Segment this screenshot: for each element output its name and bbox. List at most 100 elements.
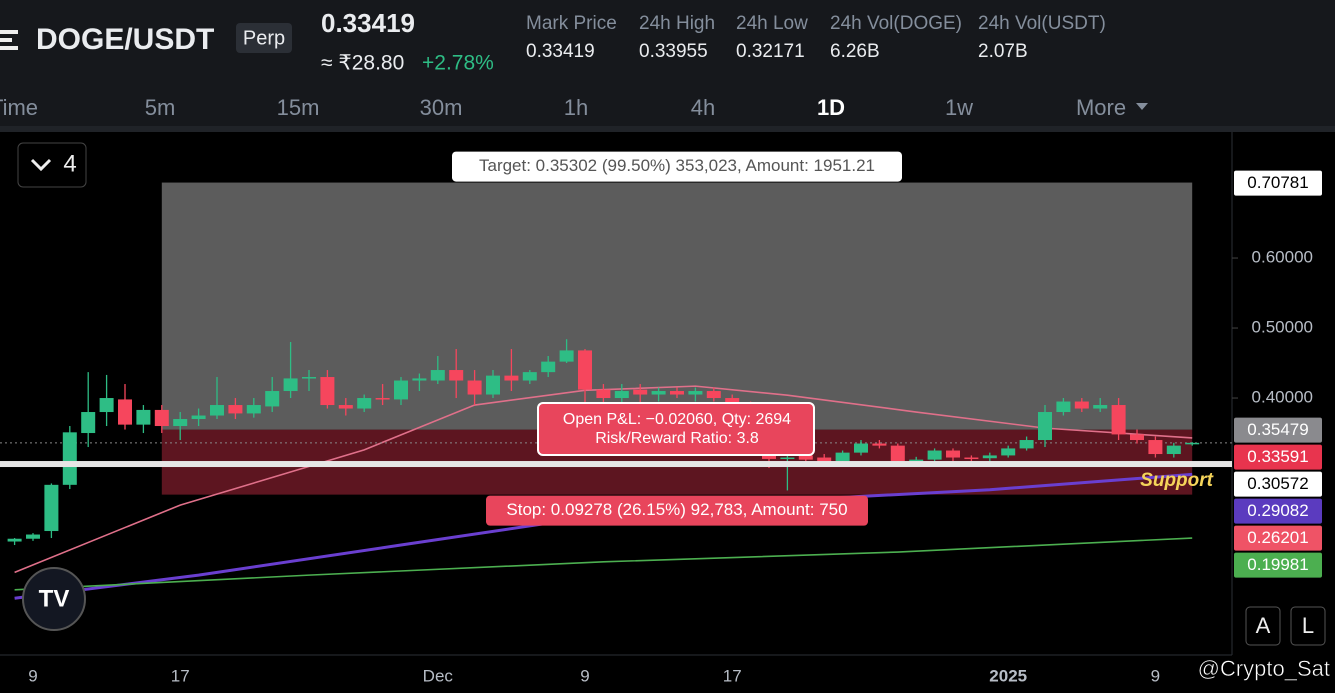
candle-body [909, 459, 924, 462]
badge: Perp [243, 27, 285, 49]
candle-body [578, 350, 592, 390]
price-tag [1234, 170, 1322, 196]
candle-body [430, 370, 445, 381]
candle-body [890, 445, 905, 462]
watermark: @Crypto_Sat [1198, 656, 1330, 681]
price-tag-label: 0.19981 [1247, 555, 1308, 574]
dropdown-arrow [1136, 103, 1148, 110]
candle-body [633, 389, 648, 395]
timeframe-tab[interactable]: Time [0, 95, 38, 120]
price-tag [1234, 444, 1322, 470]
candle-body [412, 378, 427, 381]
candle-body [394, 380, 408, 400]
position-label: Stop: 0.09278 (26.15%) 92,783, Amount: 7… [506, 500, 847, 519]
candle-body [1038, 412, 1052, 441]
candle-body [670, 391, 684, 395]
position-label-bg [486, 495, 868, 526]
candle-body [375, 398, 390, 400]
x-tick-label: 2025 [989, 666, 1027, 685]
indicator-toggle[interactable] [17, 142, 87, 188]
x-tick-label: 9 [28, 666, 37, 685]
stat-value: 6.26B [830, 41, 880, 62]
candle-body [835, 452, 850, 462]
candle-body [1148, 440, 1163, 455]
rr-label: Risk/Reward Ratio: 3.8 [595, 430, 759, 447]
price-tag-label: 0.70781 [1247, 173, 1308, 192]
candle-body [62, 432, 77, 485]
menu-icon[interactable] [0, 30, 18, 50]
candle-body [338, 405, 353, 409]
price-tag-label: 0.26201 [1247, 528, 1308, 547]
pnl-label-bg [537, 402, 815, 456]
candle-body [302, 377, 316, 379]
stat-value: 2.07B [978, 41, 1028, 62]
timeframe-tab[interactable]: 1h [564, 95, 588, 120]
tv-logo-mark: TV [39, 585, 70, 612]
x-tick-label: 17 [171, 666, 190, 685]
stat-label: 24h High [639, 13, 715, 34]
indicator-count: 4 [63, 150, 76, 177]
candle-body [191, 415, 206, 420]
timeframe-tab[interactable]: 30m [420, 95, 463, 120]
price-tag-label: 0.35479 [1247, 420, 1308, 439]
timeframe-tab[interactable]: More [1076, 95, 1126, 120]
timeframe-tab[interactable]: 1w [945, 95, 973, 120]
candle-body [1093, 405, 1108, 409]
candle-body [1074, 401, 1089, 409]
candle-body [541, 361, 556, 373]
stat-value: 0.32171 [736, 41, 805, 62]
stat-label: Mark Price [526, 13, 617, 34]
candle-body [1001, 448, 1016, 456]
auto-scale-button[interactable] [1245, 606, 1281, 646]
candle-body [1056, 401, 1071, 413]
candle-body [651, 391, 666, 395]
timeframe-tab[interactable]: 1D [817, 95, 845, 120]
price-tag-label: 0.29082 [1247, 501, 1308, 520]
stat-label: 24h Vol(USDT) [978, 13, 1106, 34]
position-label: Target: 0.35302 (99.50%) 353,023, Amount… [479, 156, 875, 175]
candle-body [136, 409, 151, 425]
candle-body [798, 455, 813, 460]
moving-average [14, 537, 1193, 591]
timeframe-tab[interactable]: 15m [277, 95, 320, 120]
candle-body [265, 391, 280, 407]
candle-body [927, 450, 942, 460]
price-tag [1234, 552, 1322, 578]
candle-body [946, 450, 960, 458]
candle-body [283, 378, 298, 392]
x-tick-label: 17 [723, 666, 742, 685]
candle-body [26, 534, 40, 539]
candle-body [449, 370, 464, 381]
x-tick-label: 9 [580, 666, 589, 685]
candle-body [7, 538, 22, 542]
candle-body [872, 443, 887, 446]
timeframe-tab[interactable]: 4h [691, 95, 715, 120]
candle-body [559, 350, 574, 362]
price-tag [1234, 498, 1322, 524]
divider [0, 126, 1335, 132]
candle-body [357, 398, 372, 409]
price-tag-label: 0.30572 [1247, 474, 1308, 493]
y-tick-label: 0.60000 [1252, 248, 1313, 267]
candle-body [246, 405, 261, 414]
candle-body [44, 484, 59, 532]
timeframe-tab[interactable]: 5m [145, 95, 176, 120]
candle-body [1166, 445, 1181, 455]
candle-body [173, 419, 188, 427]
candle-body [725, 398, 740, 406]
symbol: DOGE/USDT [36, 23, 214, 56]
candle-body [688, 391, 703, 395]
candle-body [817, 457, 832, 463]
candle-body [1130, 434, 1144, 441]
top-bar [0, 0, 1335, 130]
support-label: Support [1140, 470, 1213, 491]
candle-body [228, 405, 243, 414]
stat-label: 24h Low [736, 13, 808, 34]
candle-body [486, 375, 500, 395]
candle-body [467, 380, 482, 395]
log-scale-button[interactable] [1290, 606, 1326, 646]
candle-body [154, 409, 169, 427]
button-label: L [1302, 613, 1314, 638]
candle-body [854, 443, 868, 453]
